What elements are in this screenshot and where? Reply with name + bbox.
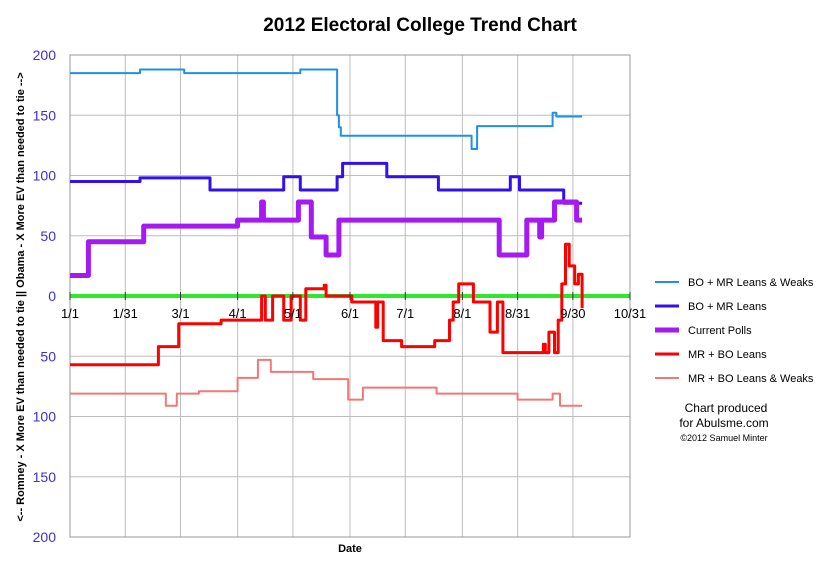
x-tick-label-10: 10/31 (614, 306, 647, 321)
x-tick-label-3: 4/1 (229, 306, 247, 321)
credit-line-2: for Abulsme.com (679, 416, 768, 430)
y-tick-label-8: 200 (33, 529, 57, 545)
legend: BO + MR Leans & Weaks BO + MR Leans Curren… (655, 277, 814, 385)
x-axis: 1/1 1/31 3/1 4/1 5/1 6/1 7/1 8/1 8/31 9/30 10/31 (61, 292, 646, 321)
series-line-bo-mr-leans (70, 161, 583, 205)
y-tick-label-4: 0 (48, 288, 56, 304)
x-tick-label-8: 8/31 (505, 306, 530, 321)
chart-title: 2012 Electoral College Trend Chart (263, 15, 577, 36)
x-tick-label-7: 8/1 (453, 306, 471, 321)
y-tick-label-5: 50 (40, 348, 56, 364)
y-tick-label-3: 50 (40, 228, 56, 244)
legend-label-3: MR + BO Leans (688, 349, 767, 361)
x-axis-title: Date (338, 543, 362, 555)
y-tick-label-0: 200 (33, 47, 57, 63)
credit-line-1: Chart produced (685, 401, 768, 415)
credit-block: Chart produced for Abulsme.com ©2012 Sam… (679, 401, 768, 443)
x-tick-label-9: 9/30 (560, 306, 585, 321)
series-line-current-polls (70, 199, 583, 278)
legend-label-2: Current Polls (688, 325, 752, 337)
legend-label-0: BO + MR Leans & Weaks (688, 277, 814, 289)
y-axis: 200 150 100 50 0 50 100 150 200 (33, 47, 57, 545)
series-line-bo-mr-leans-weaks (70, 68, 583, 150)
y-tick-label-1: 150 (33, 107, 57, 123)
legend-label-1: BO + MR Leans (688, 301, 767, 313)
x-tick-label-4: 5/1 (284, 306, 302, 321)
x-tick-label-5: 6/1 (341, 306, 359, 321)
credit-line-3: ©2012 Samuel Minter (680, 433, 767, 443)
x-tick-label-1: 1/31 (113, 306, 138, 321)
x-tick-label-2: 3/1 (171, 306, 189, 321)
y-tick-label-2: 100 (33, 168, 57, 184)
x-tick-label-6: 7/1 (396, 306, 414, 321)
y-tick-label-6: 100 (33, 409, 57, 425)
y-tick-label-7: 150 (33, 469, 57, 485)
x-tick-label-0: 1/1 (61, 306, 79, 321)
series-line-mr-bo-leans-weaks (70, 358, 583, 407)
y-axis-title: <-- Romney - X More EV than needed to ti… (15, 72, 27, 521)
legend-label-4: MR + BO Leans & Weaks (688, 373, 814, 385)
series-line-mr-bo-leans (70, 242, 584, 367)
